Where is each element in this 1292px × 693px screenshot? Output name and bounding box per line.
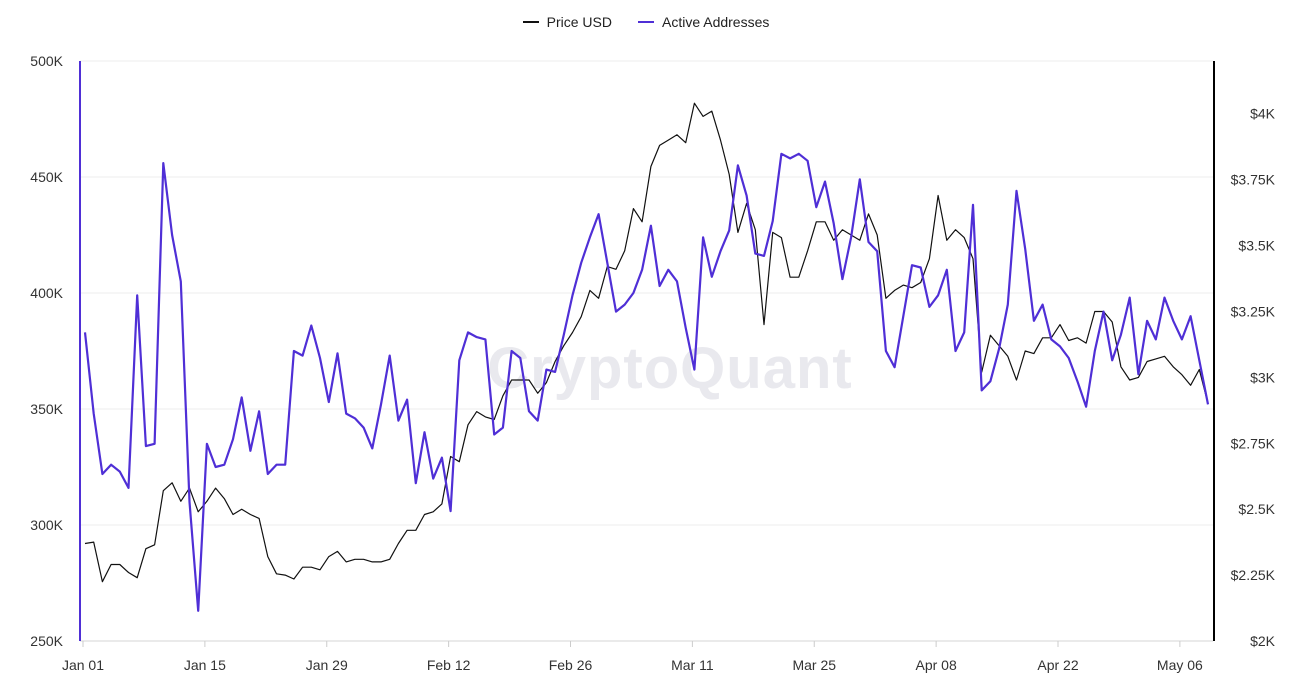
x-tick-label: Feb 12 xyxy=(427,657,471,673)
tick-labels: 250K 300K 350K 400K 450K 500K $2K $2.25K $2.5K $2… xyxy=(30,53,1275,673)
y-left-tick-label: 500K xyxy=(30,53,63,69)
x-tick-label: Mar 11 xyxy=(671,657,714,673)
y-right-tick-label: $3.75K xyxy=(1231,172,1276,188)
y-right-tick-label: $2.5K xyxy=(1238,501,1275,517)
price-swatch xyxy=(522,21,539,23)
y-right-tick-label: $2.25K xyxy=(1231,567,1276,583)
x-tick-label: Jan 29 xyxy=(306,657,348,673)
watermark-text: CryptoQuant xyxy=(487,336,852,401)
chart-legend: Price USD Active Addresses xyxy=(0,14,1292,30)
x-tick-label: Feb 26 xyxy=(549,657,593,673)
series xyxy=(83,102,1210,612)
active-addresses-line xyxy=(83,152,1210,612)
axes xyxy=(79,61,1215,647)
x-tick-label: May 06 xyxy=(1157,657,1203,673)
x-tick-label: Jan 01 xyxy=(62,657,104,673)
y-left-tick-label: 350K xyxy=(30,401,63,417)
y-left-tick-label: 250K xyxy=(30,633,63,649)
x-tick-label: Apr 22 xyxy=(1037,657,1078,673)
legend-item-addresses[interactable]: Active Addresses xyxy=(637,14,770,30)
y-right-tick-label: $3.5K xyxy=(1238,238,1275,254)
x-tick-label: Mar 25 xyxy=(792,657,836,673)
y-right-tick-label: $3K xyxy=(1250,369,1276,385)
y-right-tick-label: $2K xyxy=(1250,633,1276,649)
price-usd-line xyxy=(84,102,1209,583)
x-tick-label: Jan 15 xyxy=(184,657,226,673)
y-right-tick-label: $4K xyxy=(1250,106,1276,122)
legend-item-price[interactable]: Price USD xyxy=(522,14,612,30)
y-right-tick-label: $2.75K xyxy=(1231,435,1276,451)
y-right-tick-label: $3.25K xyxy=(1231,303,1276,319)
legend-addresses-label: Active Addresses xyxy=(661,14,770,30)
addresses-swatch xyxy=(637,21,654,23)
y-left-tick-label: 300K xyxy=(30,517,63,533)
x-tick-label: Apr 08 xyxy=(916,657,957,673)
y-left-tick-label: 450K xyxy=(30,169,63,185)
y-left-tick-label: 400K xyxy=(30,285,63,301)
legend-price-label: Price USD xyxy=(546,14,612,30)
